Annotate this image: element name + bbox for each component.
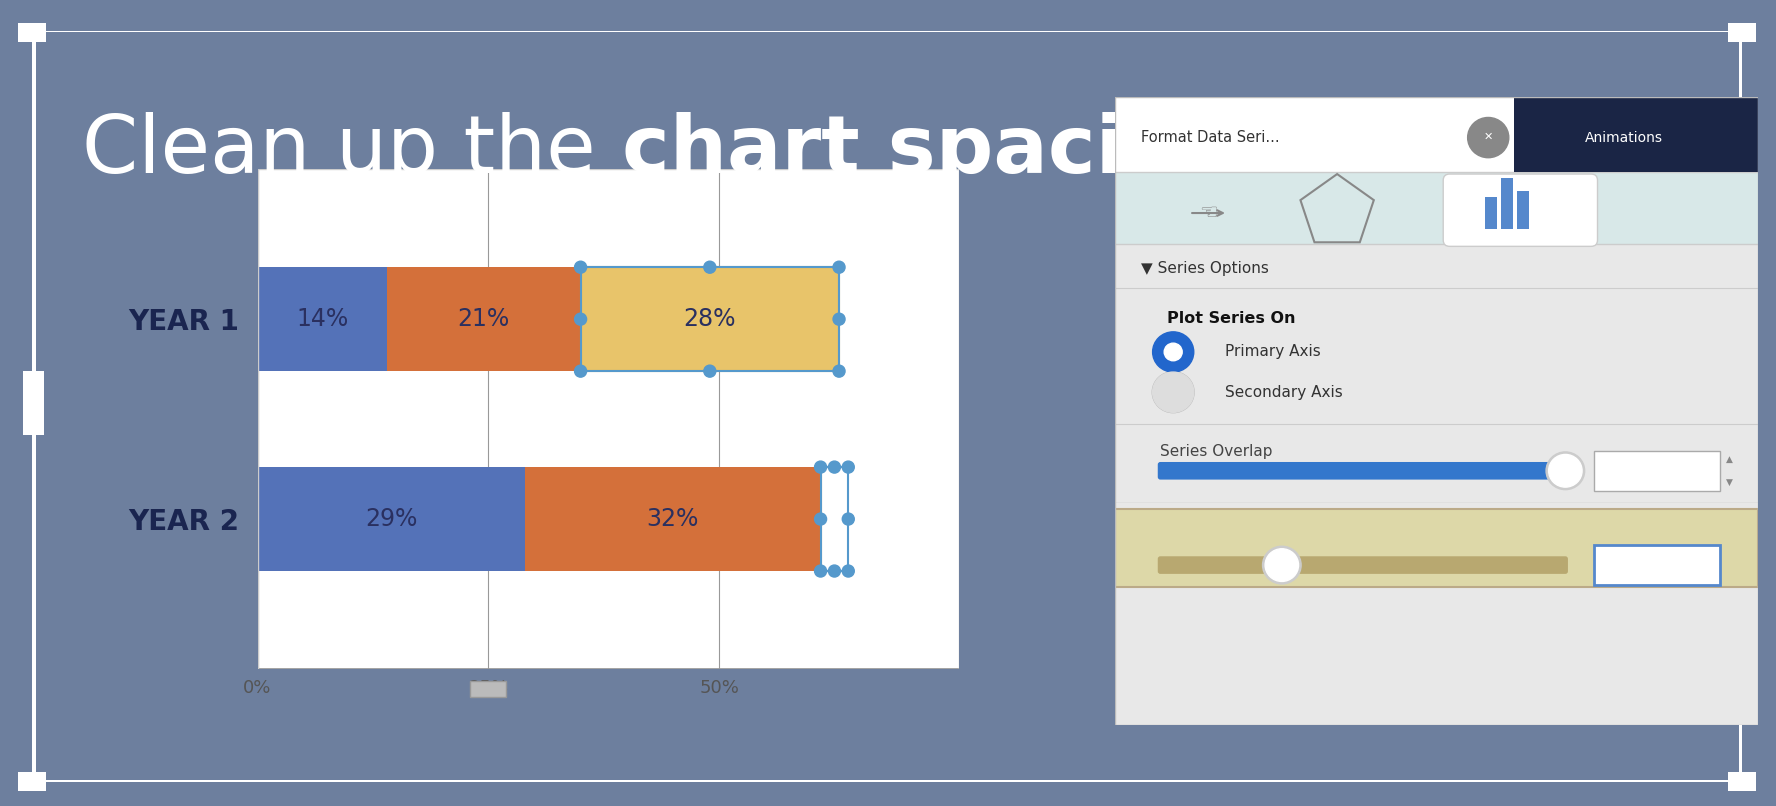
Circle shape <box>1265 549 1298 581</box>
Circle shape <box>815 565 826 577</box>
Bar <box>32 32 36 782</box>
Bar <box>1115 172 1758 244</box>
Text: 100%: 100% <box>1621 464 1661 477</box>
Bar <box>258 467 526 571</box>
Circle shape <box>575 261 586 273</box>
Circle shape <box>1547 452 1584 489</box>
Text: Animations: Animations <box>1584 131 1662 144</box>
Text: 32%: 32% <box>646 507 700 531</box>
Text: 29%: 29% <box>366 507 417 531</box>
Bar <box>23 371 44 435</box>
Bar <box>18 23 46 42</box>
Circle shape <box>815 513 826 525</box>
Circle shape <box>833 365 845 377</box>
Text: 21%: 21% <box>458 307 510 331</box>
Circle shape <box>1263 546 1302 584</box>
Circle shape <box>842 565 854 577</box>
Circle shape <box>842 461 854 473</box>
Text: 30%: 30% <box>1627 559 1655 571</box>
Bar <box>32 31 1742 32</box>
Circle shape <box>842 513 854 525</box>
Text: ☜: ☜ <box>1199 203 1218 223</box>
Circle shape <box>1467 118 1510 158</box>
Text: ▼: ▼ <box>1726 572 1733 581</box>
Text: ▼ Series Options: ▼ Series Options <box>1140 261 1268 276</box>
Bar <box>1501 178 1513 229</box>
Text: ▲: ▲ <box>1726 455 1733 464</box>
Bar <box>1115 509 1758 587</box>
FancyBboxPatch shape <box>1158 556 1568 574</box>
Text: ✕: ✕ <box>1483 132 1494 142</box>
Text: Clean up the: Clean up the <box>82 112 622 190</box>
Bar <box>581 268 838 371</box>
Circle shape <box>828 565 840 577</box>
Text: Gap Width: Gap Width <box>1160 541 1241 555</box>
Bar <box>471 681 506 697</box>
Circle shape <box>1549 455 1582 487</box>
Bar <box>526 467 821 571</box>
FancyBboxPatch shape <box>1595 451 1719 491</box>
Circle shape <box>1153 332 1193 372</box>
Bar <box>387 268 581 371</box>
FancyBboxPatch shape <box>1158 462 1568 480</box>
FancyBboxPatch shape <box>1595 545 1719 585</box>
Text: ▼: ▼ <box>1726 478 1733 487</box>
Circle shape <box>703 365 716 377</box>
Bar <box>1485 197 1497 229</box>
Bar <box>32 780 1742 782</box>
Bar <box>1739 32 1742 782</box>
FancyBboxPatch shape <box>1444 174 1598 247</box>
Text: Secondary Axis: Secondary Axis <box>1225 384 1343 400</box>
Text: Plot Series On: Plot Series On <box>1167 310 1295 326</box>
Text: 14%: 14% <box>297 307 348 331</box>
Bar <box>1513 97 1758 172</box>
Circle shape <box>575 365 586 377</box>
Bar <box>258 268 387 371</box>
Bar <box>1115 97 1758 172</box>
Circle shape <box>833 261 845 273</box>
Circle shape <box>828 461 840 473</box>
Text: chart spacing!: chart spacing! <box>622 112 1275 190</box>
Bar <box>1728 23 1756 42</box>
Circle shape <box>815 461 826 473</box>
Bar <box>18 772 46 791</box>
Bar <box>1728 772 1756 791</box>
Circle shape <box>575 314 586 325</box>
Circle shape <box>1165 343 1183 361</box>
Text: ▲: ▲ <box>1726 549 1733 559</box>
Circle shape <box>1153 372 1193 413</box>
Text: Series Overlap: Series Overlap <box>1160 444 1273 459</box>
Text: 28%: 28% <box>684 307 735 331</box>
Text: Primary Axis: Primary Axis <box>1225 344 1320 359</box>
Circle shape <box>703 261 716 273</box>
Text: Format Data Seri...: Format Data Seri... <box>1140 130 1280 145</box>
Circle shape <box>833 314 845 325</box>
Bar <box>1517 191 1529 229</box>
